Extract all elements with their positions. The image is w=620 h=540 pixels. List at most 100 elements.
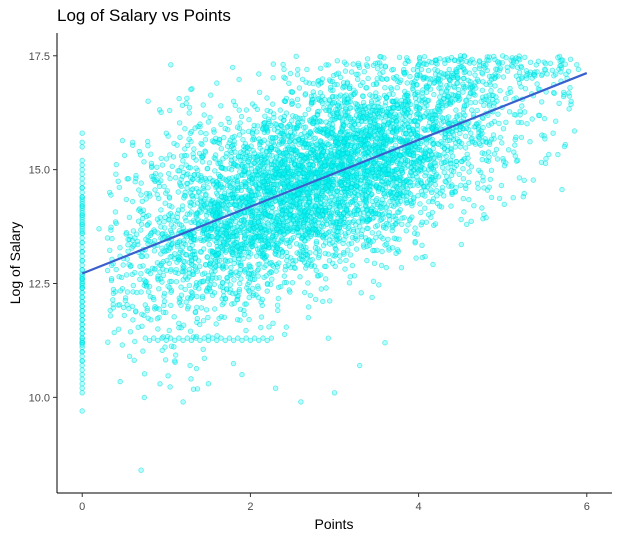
data-point bbox=[273, 268, 279, 274]
data-point bbox=[122, 297, 128, 304]
data-point bbox=[170, 154, 177, 160]
data-point bbox=[373, 197, 379, 204]
data-point bbox=[391, 235, 397, 241]
data-point bbox=[167, 175, 173, 182]
data-point bbox=[186, 282, 193, 289]
data-point bbox=[362, 138, 369, 144]
data-point bbox=[162, 200, 168, 206]
data-point bbox=[394, 185, 401, 192]
data-point bbox=[385, 236, 391, 242]
data-point bbox=[495, 59, 501, 65]
data-point bbox=[286, 171, 292, 177]
data-point bbox=[445, 121, 451, 127]
data-point bbox=[204, 179, 210, 185]
data-point bbox=[228, 166, 235, 173]
data-point bbox=[138, 180, 144, 186]
data-point bbox=[183, 299, 189, 305]
data-point bbox=[404, 80, 410, 86]
data-point bbox=[435, 141, 442, 148]
data-point bbox=[542, 61, 549, 67]
data-point bbox=[290, 228, 296, 234]
data-point bbox=[416, 167, 422, 173]
data-point bbox=[184, 306, 191, 312]
data-point bbox=[197, 263, 203, 270]
data-point bbox=[409, 200, 415, 207]
data-point bbox=[291, 264, 298, 271]
data-point bbox=[392, 142, 399, 149]
data-point bbox=[204, 254, 210, 261]
data-point bbox=[441, 150, 447, 157]
data-point bbox=[281, 158, 288, 164]
data-point bbox=[192, 125, 198, 131]
data-point bbox=[222, 166, 229, 172]
data-point bbox=[255, 266, 262, 272]
data-point bbox=[393, 119, 400, 125]
data-point bbox=[206, 160, 213, 166]
data-point bbox=[268, 144, 275, 151]
data-point bbox=[353, 246, 360, 252]
data-point bbox=[158, 178, 164, 184]
data-point bbox=[403, 197, 410, 203]
data-point bbox=[165, 373, 171, 379]
data-point bbox=[144, 268, 150, 274]
data-point bbox=[354, 107, 360, 114]
data-point bbox=[365, 114, 371, 121]
data-point bbox=[299, 135, 306, 141]
data-point bbox=[281, 227, 287, 234]
data-point bbox=[206, 196, 213, 202]
data-point bbox=[108, 276, 115, 282]
data-point bbox=[296, 191, 302, 197]
data-point bbox=[370, 238, 376, 244]
data-point bbox=[421, 114, 427, 120]
data-point bbox=[286, 157, 292, 163]
data-point bbox=[256, 191, 262, 197]
data-point bbox=[356, 156, 362, 162]
data-point bbox=[431, 91, 437, 98]
data-point bbox=[212, 213, 219, 219]
data-point bbox=[383, 241, 390, 247]
data-point bbox=[195, 258, 202, 264]
data-point bbox=[432, 160, 438, 166]
data-point bbox=[341, 157, 347, 163]
data-point bbox=[342, 68, 349, 74]
data-point bbox=[141, 371, 148, 377]
data-point bbox=[352, 100, 359, 107]
data-point bbox=[389, 86, 395, 92]
data-point bbox=[160, 309, 167, 315]
data-point bbox=[236, 270, 242, 277]
data-point bbox=[360, 79, 366, 86]
data-point bbox=[329, 185, 335, 191]
data-point bbox=[369, 166, 375, 173]
data-point bbox=[486, 122, 492, 128]
data-point bbox=[270, 135, 276, 141]
data-point bbox=[317, 90, 324, 96]
data-point bbox=[479, 205, 485, 211]
data-point bbox=[559, 186, 565, 193]
data-point bbox=[172, 352, 179, 358]
data-point bbox=[387, 198, 393, 205]
data-point bbox=[372, 60, 379, 67]
data-point bbox=[309, 203, 315, 209]
data-point bbox=[305, 106, 312, 112]
data-point bbox=[460, 195, 466, 202]
data-point bbox=[175, 189, 181, 195]
data-point bbox=[158, 207, 164, 213]
data-point bbox=[137, 152, 144, 158]
data-point bbox=[210, 181, 217, 187]
data-point bbox=[223, 249, 229, 255]
data-point bbox=[460, 75, 466, 82]
data-point bbox=[139, 215, 146, 222]
data-point bbox=[276, 260, 282, 266]
data-point bbox=[337, 258, 343, 264]
data-point bbox=[519, 75, 525, 81]
data-point bbox=[354, 237, 360, 243]
data-point bbox=[162, 344, 168, 350]
data-point bbox=[218, 235, 224, 242]
data-point bbox=[487, 139, 493, 145]
data-point bbox=[364, 84, 370, 91]
data-point bbox=[276, 141, 282, 148]
data-point bbox=[143, 253, 150, 259]
data-point bbox=[238, 246, 245, 252]
data-point bbox=[286, 80, 292, 86]
data-point bbox=[567, 56, 574, 62]
